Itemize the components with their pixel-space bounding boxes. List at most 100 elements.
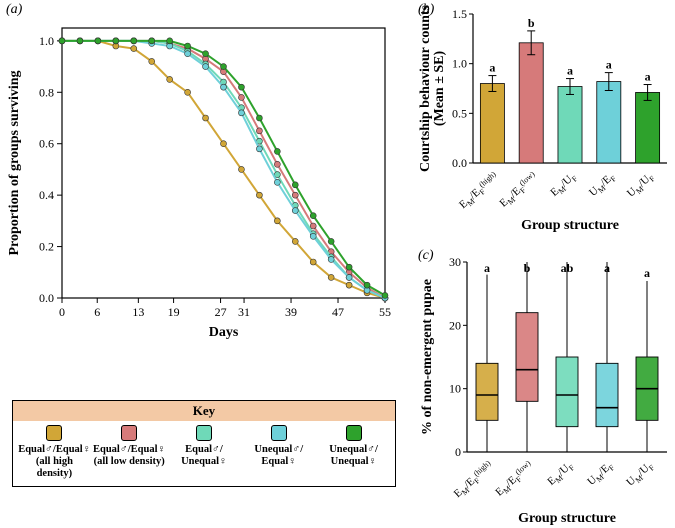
legend-swatch bbox=[46, 425, 62, 441]
svg-text:10: 10 bbox=[449, 382, 461, 396]
series-marker bbox=[328, 238, 334, 244]
svg-text:0.8: 0.8 bbox=[39, 85, 54, 99]
svg-text:b: b bbox=[528, 16, 535, 30]
series-marker bbox=[185, 51, 191, 57]
svg-text:Group structure: Group structure bbox=[521, 218, 619, 233]
svg-text:1.0: 1.0 bbox=[452, 57, 467, 71]
svg-text:47: 47 bbox=[332, 305, 344, 319]
series-marker bbox=[185, 43, 191, 49]
legend-item: Unequal♂/Unequal♀ bbox=[318, 425, 390, 480]
box bbox=[476, 363, 498, 420]
legend-line2: (all high density) bbox=[18, 456, 90, 480]
svg-text:6: 6 bbox=[94, 305, 100, 319]
svg-text:13: 13 bbox=[132, 305, 144, 319]
series-marker bbox=[238, 84, 244, 90]
series-marker bbox=[59, 38, 65, 44]
svg-text:b: b bbox=[524, 261, 531, 275]
svg-text:(Mean ± SE): (Mean ± SE) bbox=[432, 50, 447, 126]
legend-title: Key bbox=[13, 401, 395, 421]
series-marker bbox=[382, 292, 388, 298]
series-marker bbox=[238, 110, 244, 116]
series-marker bbox=[310, 233, 316, 239]
series-marker bbox=[77, 38, 83, 44]
svg-text:27: 27 bbox=[215, 305, 227, 319]
series-marker bbox=[131, 38, 137, 44]
series-marker bbox=[167, 76, 173, 82]
svg-text:20: 20 bbox=[449, 318, 461, 332]
legend-line2: Equal♀ bbox=[261, 456, 296, 468]
svg-text:EM/EF(high): EM/EF(high) bbox=[456, 169, 502, 212]
series-marker bbox=[346, 274, 352, 280]
svg-text:0.0: 0.0 bbox=[452, 156, 467, 170]
series-marker bbox=[292, 182, 298, 188]
bar bbox=[480, 84, 504, 163]
legend-item: Equal♂/Equal♀(all high density) bbox=[18, 425, 90, 480]
svg-text:UM/EF: UM/EF bbox=[587, 170, 619, 200]
svg-text:0.0: 0.0 bbox=[39, 291, 54, 305]
svg-text:EM/EF(low): EM/EF(low) bbox=[497, 169, 541, 211]
box bbox=[596, 363, 618, 426]
series-marker bbox=[221, 64, 227, 70]
series-marker bbox=[292, 192, 298, 198]
svg-text:a: a bbox=[567, 64, 573, 78]
legend-line1: Unequal♂/ bbox=[254, 444, 303, 456]
series-marker bbox=[167, 38, 173, 44]
svg-text:Days: Days bbox=[209, 325, 239, 340]
svg-text:Courtship behaviour counts: Courtship behaviour counts bbox=[418, 4, 433, 172]
series-marker bbox=[346, 282, 352, 288]
series-marker bbox=[131, 46, 137, 52]
series-marker bbox=[310, 223, 316, 229]
svg-text:a: a bbox=[489, 61, 495, 75]
box bbox=[516, 313, 538, 402]
svg-text:0: 0 bbox=[455, 445, 461, 459]
series-marker bbox=[221, 141, 227, 147]
legend-line1: Equal♂/Equal♀ bbox=[18, 444, 90, 456]
series-marker bbox=[203, 64, 209, 70]
series-marker bbox=[95, 38, 101, 44]
legend-line2: (all low density) bbox=[94, 456, 165, 468]
svg-text:a: a bbox=[604, 261, 610, 275]
series-marker bbox=[149, 58, 155, 64]
series-marker bbox=[310, 259, 316, 265]
svg-text:a: a bbox=[645, 70, 651, 84]
legend-line2: Unequal♀ bbox=[181, 456, 227, 468]
legend-line1: Equal♂/Equal♀ bbox=[93, 444, 165, 456]
panel-c-chart: % of non-emergent pupaeGroup structure01… bbox=[415, 248, 675, 528]
legend-item: Unequal♂/Equal♀ bbox=[243, 425, 315, 480]
series-marker bbox=[292, 238, 298, 244]
legend-swatch bbox=[196, 425, 212, 441]
svg-text:EM/EF(low): EM/EF(low) bbox=[493, 458, 537, 500]
svg-text:a: a bbox=[644, 266, 650, 280]
legend-swatch bbox=[346, 425, 362, 441]
svg-text:0.6: 0.6 bbox=[39, 137, 54, 151]
svg-text:31: 31 bbox=[238, 305, 250, 319]
series-marker bbox=[256, 192, 262, 198]
legend-swatch bbox=[271, 425, 287, 441]
series-marker bbox=[221, 84, 227, 90]
bar bbox=[519, 43, 543, 163]
svg-text:Group structure: Group structure bbox=[518, 511, 616, 526]
svg-text:0.5: 0.5 bbox=[452, 106, 467, 120]
svg-text:EM/UF: EM/UF bbox=[548, 170, 580, 200]
svg-text:a: a bbox=[606, 58, 612, 72]
series-marker bbox=[274, 218, 280, 224]
series-marker bbox=[274, 161, 280, 167]
bar bbox=[636, 92, 660, 163]
legend-row: Equal♂/Equal♀(all high density)Equal♂/Eq… bbox=[13, 421, 395, 486]
series-marker bbox=[310, 213, 316, 219]
bar bbox=[597, 82, 621, 163]
svg-text:a: a bbox=[484, 261, 490, 275]
svg-text:30: 30 bbox=[449, 255, 461, 269]
box bbox=[556, 357, 578, 427]
series-marker bbox=[292, 208, 298, 214]
svg-text:EM/EF(high): EM/EF(high) bbox=[451, 458, 497, 501]
series-marker bbox=[203, 51, 209, 57]
svg-text:1.5: 1.5 bbox=[452, 7, 467, 21]
series-marker bbox=[238, 94, 244, 100]
series-marker bbox=[364, 282, 370, 288]
svg-text:0: 0 bbox=[59, 305, 65, 319]
svg-text:UM/UF: UM/UF bbox=[625, 170, 657, 201]
legend-line1: Unequal♂/ bbox=[329, 444, 378, 456]
series-marker bbox=[238, 166, 244, 172]
series-marker bbox=[256, 146, 262, 152]
